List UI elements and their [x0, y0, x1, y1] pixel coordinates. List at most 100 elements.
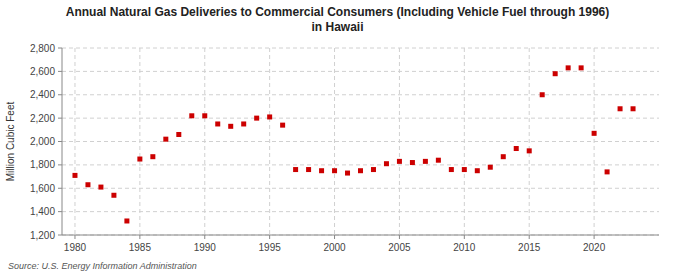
point: [501, 154, 506, 159]
point: [579, 65, 584, 70]
x-tick-label: 1995: [259, 242, 282, 253]
point: [332, 168, 337, 173]
y-tick-label: 1,600: [30, 183, 55, 194]
chart-title: Annual Natural Gas Deliveries to Commerc…: [66, 5, 609, 34]
point: [527, 148, 532, 153]
y-tick-label: 2,800: [30, 43, 55, 54]
grid: [62, 48, 659, 235]
point: [176, 132, 181, 137]
point: [358, 168, 363, 173]
x-tick: [464, 235, 465, 239]
point: [254, 116, 259, 121]
y-grid-line: [62, 164, 659, 165]
y-tick: [58, 141, 62, 142]
point: [189, 113, 194, 118]
y-tick: [58, 164, 62, 165]
x-tick: [594, 235, 595, 239]
point: [410, 160, 415, 165]
chart: Annual Natural Gas Deliveries to Commerc…: [0, 0, 675, 275]
point: [540, 92, 545, 97]
x-tick: [269, 235, 270, 239]
x-tick-label: 2000: [323, 242, 346, 253]
point: [345, 171, 350, 176]
x-tick: [399, 235, 400, 239]
x-tick: [334, 235, 335, 239]
y-tick: [58, 71, 62, 72]
point: [85, 182, 90, 187]
y-tick-label: 1,400: [30, 206, 55, 217]
point: [553, 71, 558, 76]
point: [293, 167, 298, 172]
y-grid-line: [62, 211, 659, 212]
x-tick: [529, 235, 530, 239]
source-note: Source: U.S. Energy Information Administ…: [8, 261, 197, 271]
point: [605, 169, 610, 174]
point: [475, 168, 480, 173]
x-tick-label: 2015: [518, 242, 541, 253]
y-axis-label: Million Cubic Feet: [5, 102, 16, 182]
x-grid-line: [529, 48, 530, 235]
point: [592, 131, 597, 136]
point: [514, 146, 519, 151]
y-tick-label: 2,600: [30, 66, 55, 77]
point: [371, 167, 376, 172]
x-grid-line: [464, 48, 465, 235]
x-tick: [139, 235, 140, 239]
point: [306, 167, 311, 172]
point: [111, 193, 116, 198]
y-grid-line: [62, 94, 659, 95]
x-tick-label: 1985: [129, 242, 152, 253]
chart-container: Annual Natural Gas Deliveries to Commerc…: [0, 0, 675, 275]
x-tick: [74, 235, 75, 239]
y-tick-label: 1,800: [30, 159, 55, 170]
point: [631, 106, 636, 111]
y-tick-label: 2,000: [30, 136, 55, 147]
y-grid-line: [62, 188, 659, 189]
y-tick-label: 2,400: [30, 89, 55, 100]
y-grid-line: [62, 71, 659, 72]
x-grid-line: [139, 48, 140, 235]
point: [202, 113, 207, 118]
x-grid-line: [594, 48, 595, 235]
x-tick-label: 2020: [583, 242, 606, 253]
point: [462, 167, 467, 172]
point: [241, 121, 246, 126]
point: [618, 106, 623, 111]
y-tick: [58, 211, 62, 212]
point: [397, 159, 402, 164]
point: [124, 218, 129, 223]
point: [566, 65, 571, 70]
y-tick: [58, 48, 62, 49]
x-tick: [204, 235, 205, 239]
point: [72, 173, 77, 178]
x-tick-label: 1990: [194, 242, 217, 253]
point: [280, 123, 285, 128]
y-tick: [58, 118, 62, 119]
point: [423, 159, 428, 164]
point: [449, 167, 454, 172]
point: [215, 121, 220, 126]
y-tick: [58, 94, 62, 95]
y-tick: [58, 188, 62, 189]
y-tick-label: 2,200: [30, 113, 55, 124]
point: [319, 168, 324, 173]
x-grid-line: [269, 48, 270, 235]
points: [72, 65, 635, 223]
y-tick-label: 1,200: [30, 230, 55, 241]
y-axis-line: [62, 48, 63, 235]
x-grid-line: [204, 48, 205, 235]
x-axis-line: [62, 235, 659, 236]
x-tick-label: 2005: [388, 242, 411, 253]
y-grid-line: [62, 141, 659, 142]
y-grid-line: [62, 48, 659, 49]
y-grid-line: [62, 235, 659, 236]
point: [137, 157, 142, 162]
point: [150, 154, 155, 159]
x-grid-line: [74, 48, 75, 235]
point: [163, 137, 168, 142]
point: [488, 165, 493, 170]
point: [436, 158, 441, 163]
x-tick-label: 1980: [64, 242, 87, 253]
point: [228, 124, 233, 129]
x-grid-line: [334, 48, 335, 235]
